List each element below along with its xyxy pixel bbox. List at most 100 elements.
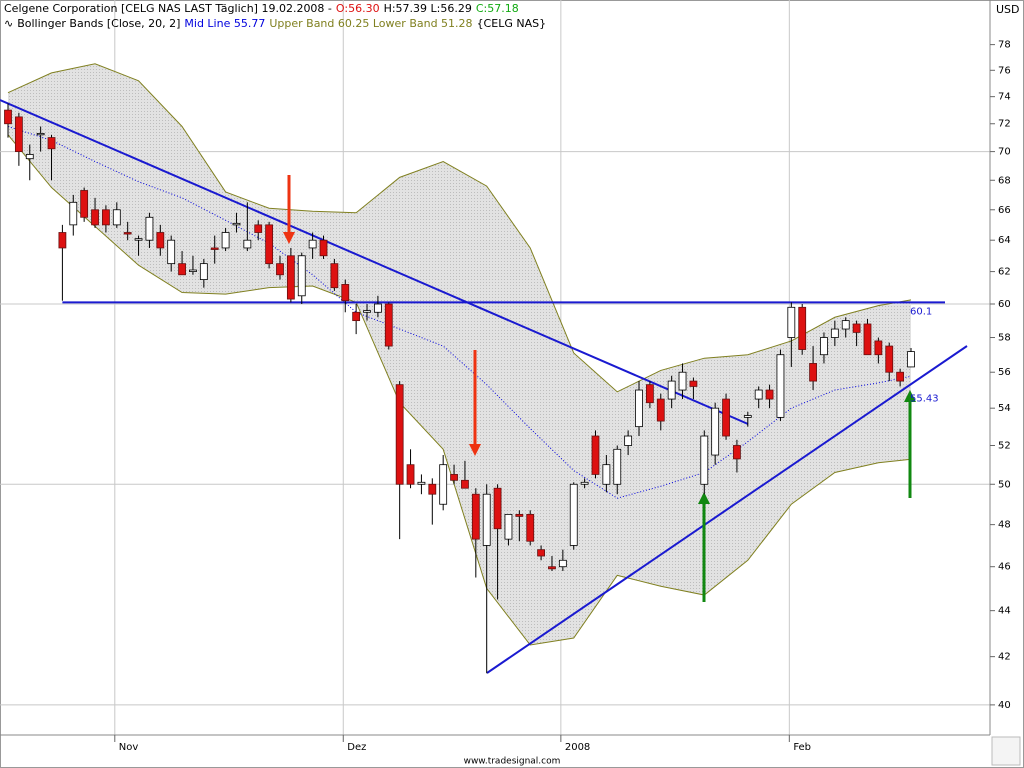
candle-body: [678, 371, 687, 391]
candle-body: [841, 320, 850, 330]
candle-body: [374, 303, 382, 313]
candle-body: [907, 351, 915, 368]
y-tick-label: 46: [998, 562, 1011, 573]
y-tick-label: 54: [998, 403, 1011, 414]
candle-body: [145, 216, 154, 241]
quote-open: O:56.30: [335, 2, 380, 15]
candle-body: [645, 384, 654, 404]
y-tick-label: 64: [998, 235, 1011, 246]
y-tick-label: 66: [998, 205, 1011, 216]
candle-body: [265, 224, 274, 265]
candle-body: [167, 239, 176, 265]
candle-body: [569, 483, 578, 546]
y-tick-label: 50: [998, 479, 1011, 490]
title: Celgene Corporation [CELG NAS LAST Tägli…: [4, 2, 332, 15]
candle-body: [515, 513, 524, 517]
candle-body: [624, 435, 633, 446]
quote-close: C:57.18: [475, 2, 519, 15]
y-tick-label: 78: [998, 40, 1011, 51]
lower-band: [7, 134, 912, 646]
candle-body: [439, 464, 448, 505]
candle-body: [428, 483, 437, 495]
candle-body: [210, 247, 219, 250]
x-tick-label: Feb: [793, 742, 811, 753]
candle-body: [754, 389, 763, 400]
candle-body: [395, 384, 404, 485]
candle-body: [14, 116, 23, 152]
y-tick-label: 44: [998, 606, 1011, 617]
candle-body: [112, 209, 121, 226]
candle-body: [276, 263, 284, 276]
candle-body: [700, 435, 709, 485]
candle-body: [102, 209, 110, 226]
candle-body: [722, 398, 730, 437]
candle-body: [232, 222, 241, 226]
candle-body: [493, 487, 502, 530]
candle-body: [330, 263, 339, 289]
candle-body: [537, 549, 545, 557]
candle-body: [123, 232, 132, 235]
y-axis-label: USD: [996, 3, 1020, 16]
candle-body: [352, 311, 361, 322]
y-tick-label: 52: [998, 440, 1011, 451]
candle-body: [613, 448, 622, 485]
candle-body: [558, 559, 567, 568]
candle-body: [36, 133, 45, 136]
upper-band: [7, 63, 912, 393]
candle-body: [286, 255, 295, 300]
candle-body: [689, 380, 698, 387]
indicator-bands: Upper Band 60.25 Lower Band 51.28: [269, 17, 473, 30]
candle-body: [297, 255, 306, 297]
candle-body: [156, 232, 165, 249]
x-tick-label: Dez: [347, 742, 366, 753]
candle-body: [482, 493, 491, 546]
candle-body: [591, 435, 600, 475]
y-tick-label: 56: [998, 367, 1011, 378]
y-tick-label: 74: [998, 92, 1011, 103]
candle-body: [384, 303, 393, 347]
corner-button[interactable]: [991, 736, 1021, 766]
candle-body: [635, 389, 643, 428]
candle-body: [743, 415, 752, 418]
watermark: www.tradesignal.com: [464, 757, 561, 767]
y-tick-label: 76: [998, 65, 1011, 76]
header-line: Celgene Corporation [CELG NAS LAST Tägli…: [4, 2, 523, 16]
candle-body: [471, 493, 480, 540]
candle-body: [254, 224, 263, 233]
y-tick-label: 60: [998, 299, 1011, 310]
trend-line: [0, 99, 749, 425]
y-tick-label: 40: [998, 700, 1011, 711]
candle-body: [199, 263, 208, 280]
candle-body: [504, 513, 513, 540]
quote-high-low: H:57.39 L:56.29: [383, 2, 472, 15]
y-tick-label: 68: [998, 175, 1011, 186]
indicator-icon: ∿: [4, 17, 14, 30]
candle-body: [820, 337, 828, 356]
x-tick-label: 2008: [565, 742, 590, 753]
candle-body: [787, 306, 796, 338]
candle-body: [798, 306, 807, 350]
candle-body: [711, 407, 720, 456]
candle-body: [874, 340, 883, 356]
y-tick-label: 72: [998, 119, 1011, 130]
candle-body: [341, 284, 350, 302]
candle-body: [450, 474, 458, 481]
candle-body: [733, 445, 741, 460]
indicator-symbol: {CELG NAS}: [476, 17, 547, 30]
candle-body: [602, 464, 611, 485]
candle-body: [25, 154, 34, 160]
candle-body: [885, 345, 894, 373]
indicator-line: ∿ Bollinger Bands [Close, 20, 2] Mid Line …: [4, 17, 550, 31]
trend-line: [486, 345, 968, 674]
candle-body: [809, 363, 817, 382]
x-tick-label: Nov: [119, 742, 139, 753]
band-fill: [8, 63, 911, 645]
y-tick-label: 58: [998, 333, 1011, 344]
candle-body: [189, 269, 197, 272]
candle-body: [319, 239, 328, 257]
candle-body: [406, 464, 415, 485]
candle-body: [776, 354, 785, 418]
y-tick-label: 62: [998, 267, 1011, 278]
candle-body: [830, 328, 839, 338]
